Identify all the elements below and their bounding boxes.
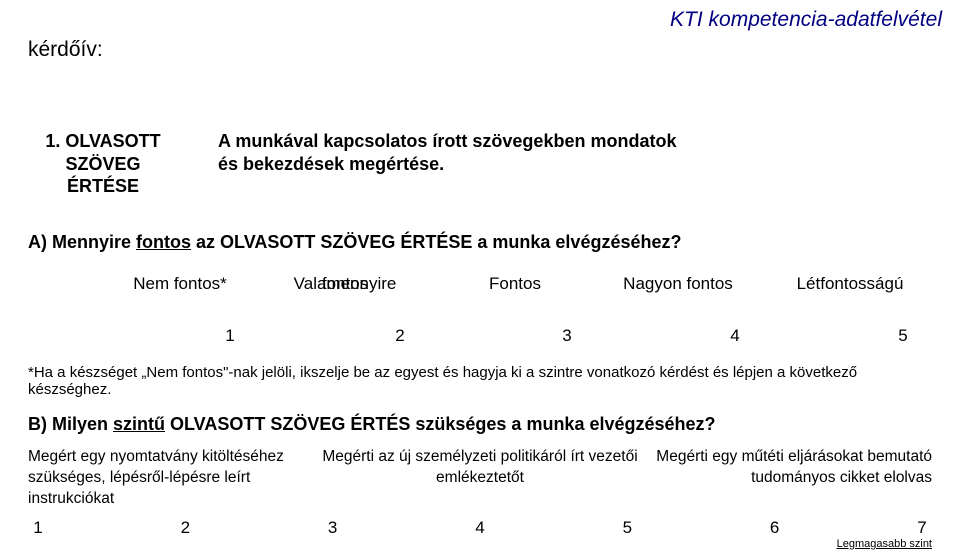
anchor-r1: Megérti egy műtéti eljárásokat bemutató (656, 448, 932, 466)
qa-prefix: A) Mennyire (28, 232, 136, 252)
scale-b-num-7[interactable]: 7 (912, 518, 932, 538)
scale-a-label-5: Létfontosságú (775, 274, 925, 294)
scale-a-nums: 1 2 3 4 5 (120, 326, 920, 350)
section-title-l1: 1. OLVASOTT (28, 130, 178, 153)
question-a: A) Mennyire fontos az OLVASOTT SZÖVEG ÉR… (28, 232, 681, 253)
section-title-l2: SZÖVEG (28, 153, 178, 176)
scale-b-high-label: Legmagasabb szint (837, 538, 932, 550)
scale-b-num-1[interactable]: 1 (28, 518, 48, 538)
question-b-anchors: Megért egy nyomtatvány kitöltéséhez Megé… (28, 448, 932, 511)
section-desc-l2: és bekezdések megértése. (218, 153, 718, 176)
scale-a-num-5[interactable]: 5 (888, 326, 918, 346)
question-a-footnote: *Ha a készséget „Nem fontos"-nak jelöli,… (28, 364, 932, 398)
qb-prefix: B) Milyen (28, 414, 113, 434)
brand-title: KTI kompetencia-adatfelvétel (670, 8, 942, 32)
anchor-m2: emlékeztetőt (436, 469, 524, 487)
scale-b-num-6[interactable]: 6 (765, 518, 785, 538)
anchor-l2: szükséges, lépésről-lépésre leírt (28, 469, 250, 487)
questionnaire-label: kérdőív: (28, 38, 103, 62)
scale-a-num-3[interactable]: 3 (552, 326, 582, 346)
scale-a-label-3: Fontos (465, 274, 565, 294)
intro-row: 1. OLVASOTT SZÖVEG ÉRTÉSE A munkával kap… (28, 130, 718, 198)
anchor-l3: instrukciókat (28, 490, 114, 508)
scale-b-nums: 1 2 3 4 5 6 7 (28, 518, 932, 538)
scale-a-num-2[interactable]: 2 (385, 326, 415, 346)
anchor-l1: Megért egy nyomtatvány kitöltéséhez (28, 448, 284, 466)
anchor-r2: tudományos cikket elolvas (751, 469, 932, 487)
section-title: 1. OLVASOTT SZÖVEG ÉRTÉSE (28, 130, 178, 198)
section-desc-l1: A munkával kapcsolatos írott szövegekben… (218, 130, 718, 153)
section-desc: A munkával kapcsolatos írott szövegekben… (218, 130, 718, 175)
scale-b-num-2[interactable]: 2 (175, 518, 195, 538)
section-title-l3: ÉRTÉSE (28, 175, 178, 198)
scale-a-label-1: Nem fontos* (120, 274, 240, 294)
qa-suffix: az OLVASOTT SZÖVEG ÉRTÉSE a munka elvégz… (191, 232, 681, 252)
anchor-m1: Megérti az új személyzeti politikáról ír… (322, 448, 637, 466)
scale-a-num-4[interactable]: 4 (720, 326, 750, 346)
qa-ul: fontos (136, 232, 191, 252)
scale-b-num-3[interactable]: 3 (323, 518, 343, 538)
scale-b-num-5[interactable]: 5 (617, 518, 637, 538)
scale-a-num-1[interactable]: 1 (215, 326, 245, 346)
scale-a-labels: Nem fontos* Valamennyire fontos Fontos N… (120, 274, 920, 318)
page-root: KTI kompetencia-adatfelvétel kérdőív: 1.… (0, 0, 960, 549)
qb-ul: szintű (113, 414, 165, 434)
scale-a-label-2b: fontos (275, 274, 415, 294)
scale-a-label-4: Nagyon fontos (603, 274, 753, 294)
qb-suffix: OLVASOTT SZÖVEG ÉRTÉS szükséges a munka … (165, 414, 716, 434)
scale-b-num-4[interactable]: 4 (470, 518, 490, 538)
question-b: B) Milyen szintű OLVASOTT SZÖVEG ÉRTÉS s… (28, 414, 716, 435)
